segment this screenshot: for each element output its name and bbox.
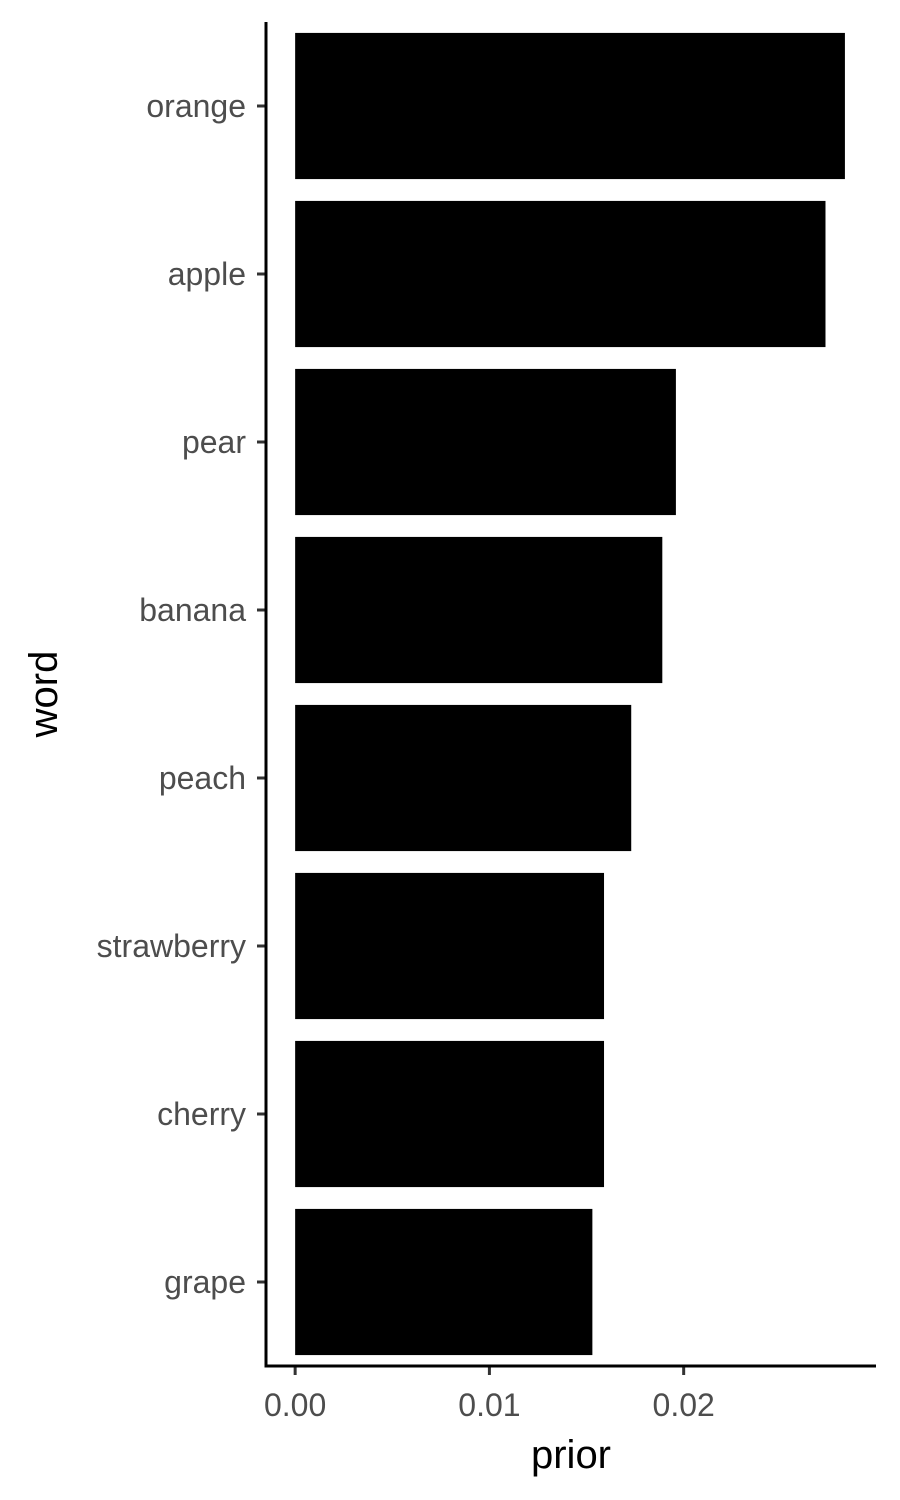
x-tick-label: 0.01: [458, 1387, 520, 1423]
bar-cherry: [295, 1040, 605, 1188]
y-tick-label: strawberry: [97, 928, 246, 964]
x-tick-label: 0.00: [264, 1387, 326, 1423]
y-tick-label: apple: [168, 256, 246, 292]
y-axis-title: word: [22, 651, 66, 739]
x-axis-title: prior: [531, 1433, 611, 1477]
bar-apple: [295, 200, 826, 348]
y-tick-label: grape: [164, 1264, 246, 1300]
y-tick-label: peach: [159, 760, 246, 796]
bars-group: [295, 32, 845, 1356]
bar-orange: [295, 32, 845, 180]
y-tick-label: pear: [182, 424, 246, 460]
bar-strawberry: [295, 872, 605, 1020]
bar-pear: [295, 368, 676, 516]
y-tick-label: banana: [139, 592, 246, 628]
bar-grape: [295, 1208, 593, 1356]
bar-peach: [295, 704, 632, 852]
x-tick-label: 0.02: [653, 1387, 715, 1423]
y-tick-label: cherry: [157, 1096, 246, 1132]
y-tick-label: orange: [146, 88, 246, 124]
y-axis-ticks: orange apple pear banana peach strawberry cher…: [97, 88, 266, 1300]
bar-banana: [295, 536, 663, 684]
x-axis-ticks: 0.00 0.01 0.02: [264, 1366, 715, 1423]
